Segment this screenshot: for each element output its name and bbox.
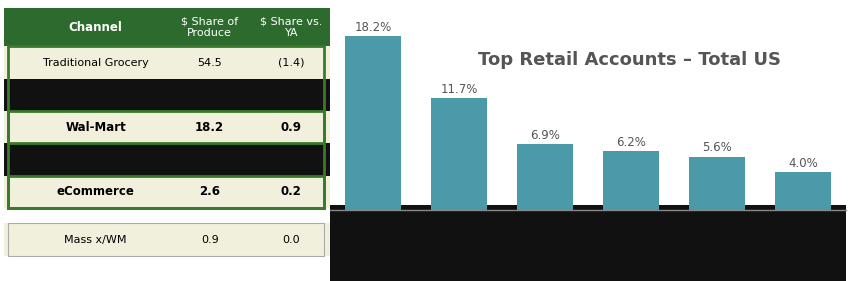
Bar [775, 172, 830, 210]
Bar [4, 111, 331, 143]
Bar [431, 98, 487, 210]
Text: $ Share vs.
YA: $ Share vs. YA [260, 17, 322, 38]
Text: 4.0%: 4.0% [788, 157, 818, 170]
Text: 54.5: 54.5 [197, 58, 222, 67]
Text: (1.4): (1.4) [278, 58, 304, 67]
Text: 18.2: 18.2 [196, 121, 224, 134]
Bar [8, 223, 324, 256]
Text: 0.9: 0.9 [280, 121, 302, 134]
Bar [517, 144, 573, 210]
Text: 2.6: 2.6 [199, 185, 220, 198]
Text: 0.2: 0.2 [280, 185, 302, 198]
Text: $ Share of
Produce: $ Share of Produce [181, 17, 238, 38]
Text: 0.0: 0.0 [282, 235, 300, 244]
Text: 6.9%: 6.9% [530, 129, 560, 142]
Text: 11.7%: 11.7% [440, 83, 478, 96]
Text: 0.9: 0.9 [201, 235, 218, 244]
Text: 18.2%: 18.2% [354, 21, 392, 34]
Text: eCommerce: eCommerce [57, 185, 134, 198]
Bar [8, 46, 324, 208]
Text: 6.2%: 6.2% [616, 136, 646, 149]
Bar [4, 176, 331, 208]
Bar [4, 223, 331, 256]
Bar [4, 79, 331, 111]
FancyBboxPatch shape [331, 205, 846, 281]
Text: Mass x/WM: Mass x/WM [65, 235, 127, 244]
Text: Channel: Channel [69, 21, 122, 34]
Bar [689, 157, 745, 210]
Bar [4, 143, 331, 176]
Text: Top Retail Accounts – Total US: Top Retail Accounts – Total US [478, 51, 781, 69]
Bar [604, 151, 659, 210]
Text: Wal-Mart: Wal-Mart [65, 121, 126, 134]
Bar [8, 111, 324, 143]
Bar [4, 8, 331, 46]
Bar [8, 176, 324, 208]
Text: Traditional Grocery: Traditional Grocery [42, 58, 149, 67]
Text: 5.6%: 5.6% [702, 141, 732, 154]
Bar [345, 36, 401, 210]
Bar [4, 46, 331, 79]
